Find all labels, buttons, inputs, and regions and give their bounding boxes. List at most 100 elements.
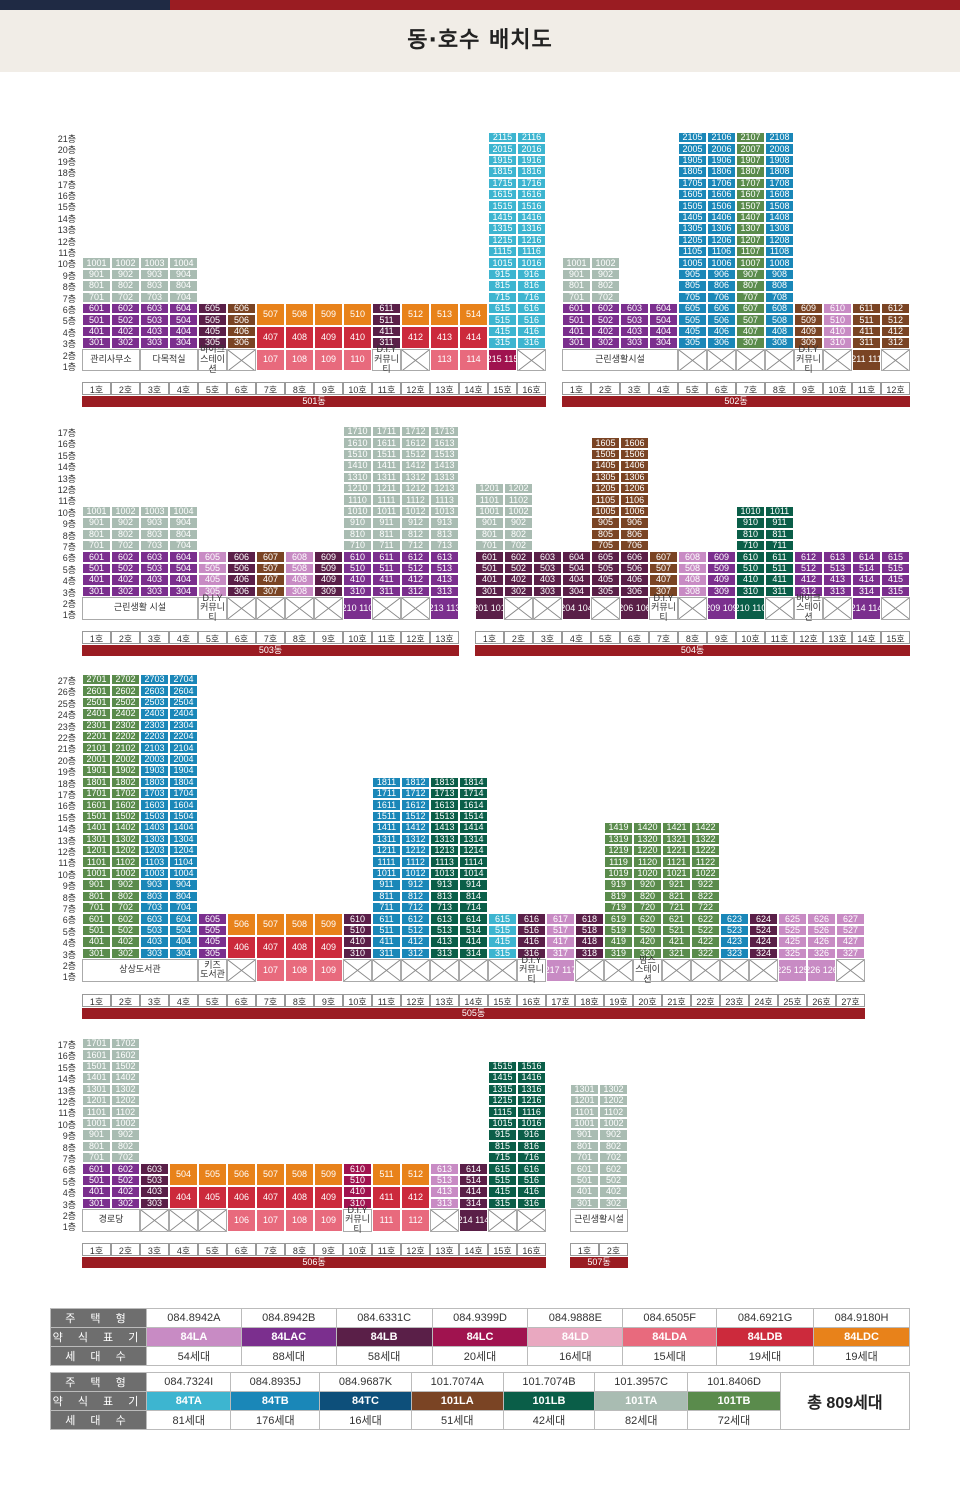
unit-cell: 1703: [140, 788, 169, 800]
unit-cell: 1101: [570, 1106, 599, 1118]
unit-number-label: 3호: [140, 382, 169, 395]
unit-cell: 509: [314, 303, 343, 326]
unit-cell: 813: [430, 528, 459, 540]
unit-cell: 409: [314, 574, 343, 586]
unit-cell: 2115: [488, 132, 517, 144]
unit-number-label: 4호: [562, 631, 591, 644]
unit-cell: 407: [649, 574, 678, 586]
unit-cell: 801: [82, 528, 111, 540]
unit-cell: 508: [285, 1163, 314, 1187]
unit-cell: 524: [749, 924, 778, 937]
unit-cell: 502: [111, 1174, 140, 1187]
unit-number-label: 13호: [430, 994, 459, 1007]
unit-cell: 405: [678, 325, 707, 338]
floor-label: 11층: [58, 858, 76, 869]
unit-cell: 311: [852, 337, 881, 349]
floor-label: 25층: [57, 698, 76, 709]
floor-label: 17층: [57, 790, 76, 800]
unit-cell: 1802: [111, 776, 140, 788]
unit-cell: 2602: [111, 685, 140, 697]
unit-cell: 608: [285, 551, 314, 563]
unit-cell: 601: [82, 913, 111, 925]
empty-slot: [372, 597, 401, 620]
unit-cell: 406: [227, 936, 256, 959]
unit-cell: 527: [836, 924, 865, 937]
unit-cell: 609: [707, 551, 736, 563]
unit-number-label: 9호: [314, 994, 343, 1007]
unit-cell: 803: [140, 890, 169, 902]
unit-cell: 515: [488, 1174, 517, 1187]
unit-cell: 1805: [678, 166, 707, 178]
unit-cell: 603: [140, 913, 169, 925]
unit-number-label: 1호: [82, 382, 111, 395]
unit-cell: 508: [285, 913, 314, 937]
unit-number-label: 16호: [517, 994, 546, 1007]
legend-cell: 084.9180H: [813, 1308, 910, 1328]
unit-cell: 2204: [169, 731, 198, 743]
unit-cell: 410: [736, 574, 765, 586]
unit-cell: 804: [169, 890, 198, 902]
unit-cell: 1511: [372, 448, 401, 461]
unit-cell: 901: [562, 268, 591, 281]
unit-cell: 912: [401, 517, 430, 529]
unit-cell: 510: [343, 562, 372, 575]
facility-label: D.I.Y 커뮤니티: [372, 344, 401, 374]
unit-cell: 513: [430, 562, 459, 575]
unit-cell: 607: [256, 551, 285, 563]
unit-cell: 601: [570, 1163, 599, 1175]
unit-cell: 1016: [517, 257, 546, 269]
floor-label: 9층: [62, 881, 76, 892]
unit-cell: 1814: [459, 776, 488, 788]
unit-cell: 1201: [475, 483, 504, 495]
empty-slot: [881, 597, 910, 620]
unit-cell: 602: [591, 303, 620, 315]
unit-cell: 1612: [401, 799, 430, 811]
unit-cell: 601: [475, 551, 504, 563]
floor-label: 21층: [57, 134, 76, 144]
unit-cell: 1202: [599, 1095, 628, 1107]
unit-number-label: 7호: [256, 1243, 285, 1256]
legend-cell: 58세대: [335, 1346, 433, 1366]
unit-cell: 1321: [662, 833, 691, 845]
unit-cell: 506: [620, 562, 649, 575]
unit-cell: 716: [517, 291, 546, 303]
unit-cell: 513: [430, 924, 459, 937]
unit-number-label: 4호: [169, 382, 198, 395]
empty-slot: [823, 348, 852, 372]
unit-cell: 2501: [82, 696, 111, 709]
unit-cell: 1714: [459, 788, 488, 800]
empty-slot: [604, 959, 633, 982]
unit-cell: 1306: [620, 471, 649, 483]
unit-cell: 512: [794, 562, 823, 575]
unit-cell: 906: [620, 517, 649, 529]
unit-cell: 1706: [707, 177, 736, 189]
unit-cell: 806: [620, 528, 649, 540]
unit-number-label: 2호: [111, 382, 140, 395]
unit-cell: 1808: [765, 166, 794, 178]
unit-cell: 1102: [111, 1106, 140, 1118]
unit-cell: 409: [314, 1186, 343, 1209]
unit-cell: 1410: [343, 460, 372, 472]
unit-cell: 1806: [707, 166, 736, 178]
unit-layout-plan: 21층 20층 19층 18층 17층 16층 15층 14층 13층 12층 11층 10층 9층 8층…: [0, 72, 960, 1302]
unit-cell: 114: [459, 348, 488, 372]
unit-cell: 304: [649, 337, 678, 349]
unit-cell: 404: [169, 574, 198, 586]
unit-cell: 301: [82, 1197, 111, 1209]
unit-number-label: 15호: [488, 994, 517, 1007]
unit-cell: 2304: [169, 719, 198, 731]
unit-cell: 308: [765, 337, 794, 349]
unit-cell: 1515: [488, 1060, 517, 1073]
unit-cell: 311: [372, 585, 401, 597]
unit-cell: 403: [533, 574, 562, 586]
floor-label: 23층: [57, 721, 76, 732]
unit-cell: 706: [620, 540, 649, 552]
unit-cell: 1011: [765, 505, 794, 518]
unit-number-label: 13호: [823, 631, 852, 644]
unit-cell: 306: [707, 337, 736, 349]
unit-cell: 1601: [82, 799, 111, 811]
unit-cell: 406: [227, 1186, 256, 1209]
unit-cell: 512: [401, 924, 430, 937]
unit-cell: 901: [82, 517, 111, 529]
unit-cell: 1216: [517, 1095, 546, 1107]
